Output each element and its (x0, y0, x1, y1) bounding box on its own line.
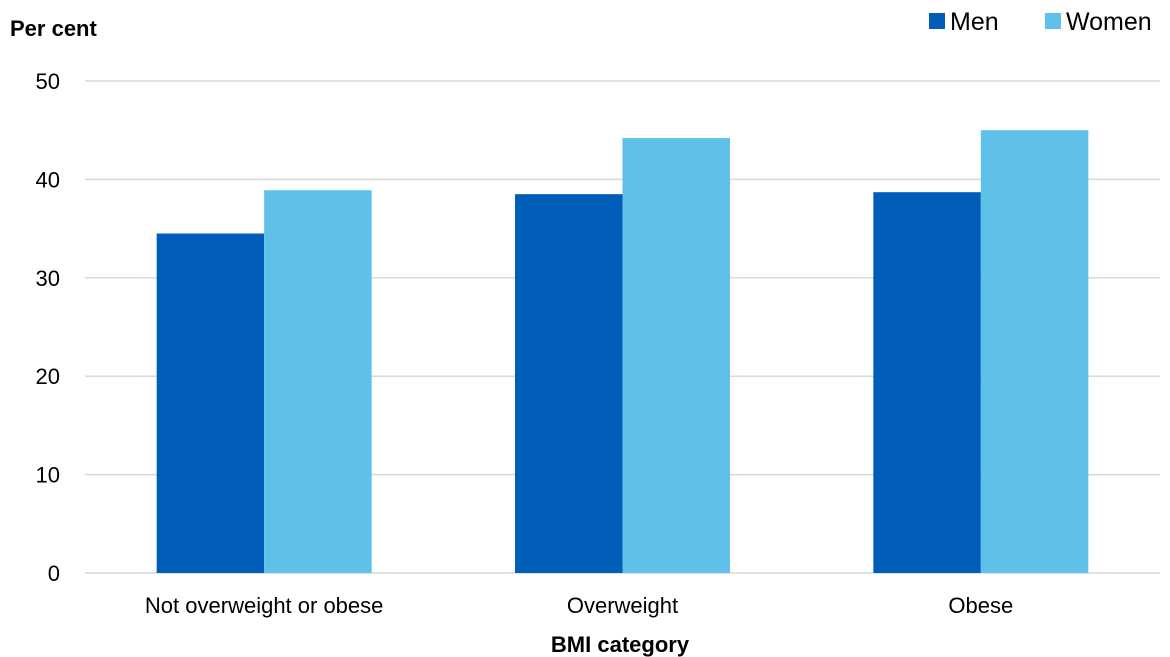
bar-women-0 (264, 190, 372, 573)
bar-men-2 (873, 192, 981, 573)
y-tick-labels: 0 10 20 30 40 50 (36, 69, 60, 586)
y-tick-label: 20 (36, 364, 60, 389)
bars (156, 130, 1089, 573)
legend-swatch-men (929, 13, 945, 29)
y-tick-label: 30 (36, 266, 60, 291)
x-axis-title: BMI category (551, 632, 690, 657)
legend-swatch-women (1045, 13, 1061, 29)
legend-label-men: Men (950, 8, 999, 36)
y-axis-title: Per cent (10, 16, 97, 41)
bar-men-0 (156, 233, 265, 573)
x-tick-labels: Not overweight or obese Overweight Obese (145, 593, 1013, 618)
y-tick-label: 40 (36, 167, 60, 192)
legend-label-women: Women (1066, 8, 1152, 36)
x-tick-label: Not overweight or obese (145, 593, 383, 618)
bar-women-2 (980, 130, 1089, 573)
y-tick-label: 0 (48, 561, 60, 586)
bar-women-1 (622, 138, 730, 573)
bar-men-1 (515, 194, 623, 573)
y-tick-label: 10 (36, 463, 60, 488)
x-tick-label: Overweight (567, 593, 678, 618)
legend: Men Women (929, 8, 1152, 36)
x-tick-label: Obese (948, 593, 1013, 618)
y-tick-label: 50 (36, 69, 60, 94)
